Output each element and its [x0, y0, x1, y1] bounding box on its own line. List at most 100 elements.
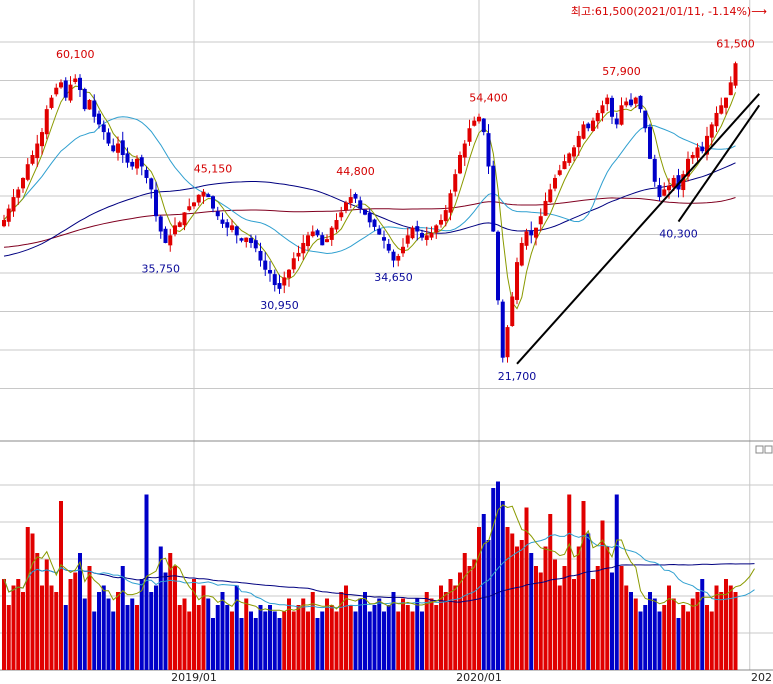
candle-body: [515, 262, 519, 300]
candle-body: [220, 219, 225, 224]
candle-body: [182, 212, 187, 226]
candle-body: [553, 177, 557, 189]
candle-body: [681, 174, 686, 191]
candle-body: [633, 97, 638, 104]
volume-bar: [496, 481, 500, 670]
candle-body: [296, 252, 301, 257]
volume-bar: [282, 611, 287, 670]
volume-bar: [467, 566, 472, 670]
candle-body: [2, 220, 6, 227]
candle-body: [500, 301, 505, 358]
candle-body: [196, 194, 201, 203]
price-label-low: 34,650: [374, 271, 413, 284]
volume-bar: [719, 592, 724, 670]
candle-body: [629, 99, 633, 106]
volume-bar: [458, 572, 462, 670]
candle-body: [249, 238, 253, 243]
candle-body: [92, 100, 97, 117]
volume-bar: [329, 605, 334, 670]
volume-bar: [310, 592, 315, 670]
vol-ma60-line: [3, 563, 755, 603]
candle-body: [529, 230, 534, 236]
volume-bar: [40, 585, 44, 670]
candle-body: [358, 200, 363, 209]
volume-bar: [258, 605, 263, 670]
price-label-low: 35,750: [142, 262, 181, 275]
x-axis: 2019/01 2020/01 202: [171, 671, 772, 684]
volume-bar: [348, 605, 353, 670]
candle-body: [619, 105, 624, 125]
volume-bar: [44, 559, 49, 670]
candle-body: [719, 105, 724, 114]
volume-bar: [548, 514, 553, 670]
volume-bar: [296, 605, 301, 670]
x-tick-label: 2020/01: [456, 671, 502, 684]
volume-bar: [363, 592, 367, 670]
volume-bar: [306, 611, 310, 670]
candle-body: [700, 146, 705, 152]
volume-bar: [481, 514, 486, 670]
volume-bar: [182, 598, 187, 670]
candle-body: [695, 147, 700, 158]
volume-bar: [733, 592, 738, 670]
volume-bar: [557, 585, 562, 670]
candle-body: [253, 240, 258, 249]
candle-body: [82, 88, 87, 110]
volume-bar: [515, 546, 519, 670]
candle-body: [154, 189, 158, 217]
volume-bar: [524, 507, 529, 670]
volume-bar: [277, 618, 282, 670]
volume-bar: [73, 572, 78, 670]
candle-body: [534, 227, 538, 238]
candle-body: [434, 225, 439, 233]
volume-bar: [657, 611, 662, 670]
candle-body: [671, 177, 676, 188]
candle-body: [714, 112, 719, 127]
candle-body: [467, 128, 472, 142]
volume-bar: [624, 585, 629, 670]
candle-body: [391, 251, 396, 261]
volume-bar: [424, 592, 429, 670]
candle-body: [415, 226, 420, 232]
panel-maximize-icon[interactable]: [755, 445, 764, 454]
candle-body: [567, 153, 572, 163]
volume-bar: [486, 540, 491, 670]
volume-bar: [111, 611, 116, 670]
volume-bar: [396, 611, 401, 670]
candle-body: [643, 110, 648, 129]
candle-body: [268, 270, 272, 274]
volume-bar: [572, 579, 576, 670]
volume-bar: [244, 598, 249, 670]
candle-body: [192, 202, 196, 207]
candle-body: [363, 209, 367, 215]
candle-body: [367, 213, 372, 223]
volume-bar: [253, 618, 258, 670]
candle-body: [130, 161, 135, 167]
candle-body: [382, 237, 386, 241]
volume-bar: [472, 559, 477, 670]
volume-bar: [239, 618, 244, 670]
candle-body: [25, 164, 30, 180]
candle-body: [329, 227, 334, 240]
volume-bar: [344, 585, 348, 670]
candle-body: [282, 277, 287, 286]
volume-bar: [553, 559, 557, 670]
panel-close-icon[interactable]: [764, 445, 773, 454]
candle-body: [705, 135, 709, 155]
candle-body: [101, 124, 106, 133]
candle-body: [686, 158, 690, 177]
volume-bar: [690, 598, 695, 670]
volume-bar: [82, 598, 87, 670]
volume-bar: [367, 611, 372, 670]
volume-bar: [54, 592, 59, 670]
candle-body: [372, 219, 377, 227]
volume-bar: [168, 553, 173, 670]
volume-moving-averages: [3, 504, 755, 613]
volume-bars: [2, 481, 738, 670]
volume-bar: [101, 585, 106, 670]
volume-bar: [638, 611, 643, 670]
candle-body: [519, 242, 524, 266]
panel-buttons[interactable]: [755, 445, 773, 454]
